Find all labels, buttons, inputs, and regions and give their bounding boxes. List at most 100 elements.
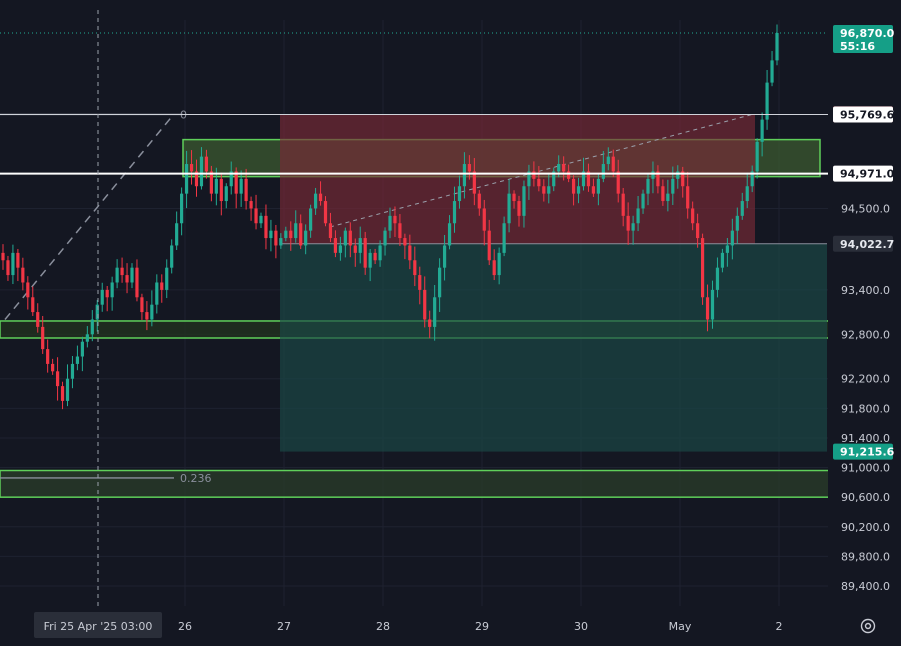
candle-body: [567, 171, 571, 179]
candle-body: [656, 171, 660, 187]
candle-body: [348, 230, 352, 246]
candle-body: [770, 60, 774, 83]
candle-body: [199, 156, 204, 187]
short-position-tool[interactable]: [280, 113, 827, 452]
candle-body: [433, 297, 437, 327]
candle-body: [403, 238, 407, 246]
chart-settings-icon[interactable]: [860, 618, 876, 634]
candle-body: [641, 193, 645, 209]
candle-body: [36, 312, 40, 327]
candle-body: [725, 245, 729, 253]
candle-body: [46, 349, 50, 364]
candle-body: [601, 164, 605, 179]
candle-body: [21, 267, 25, 283]
time-axis[interactable]: 26 27 28 29 30 May 2 Fri 25 Apr '25 03:00: [0, 606, 828, 646]
candle-body: [110, 282, 114, 298]
price-axis-badges: 96,870.055:1695,770.795,769.694,971.094,…: [833, 25, 895, 460]
y-tick-label: 91,800.0: [841, 402, 890, 415]
y-tick-label: 91,400.0: [841, 432, 890, 445]
position-risk-area[interactable]: [280, 114, 755, 244]
candle-body: [323, 201, 328, 224]
candle-body: [170, 245, 174, 268]
candle-body: [710, 289, 715, 320]
candle-body: [180, 193, 184, 224]
candle-body: [80, 341, 84, 357]
candle-body: [442, 245, 447, 268]
candle-body: [65, 378, 70, 401]
candle-body: [730, 230, 734, 246]
candle-body: [209, 171, 213, 194]
candle-body: [373, 252, 377, 261]
candle-body: [636, 208, 640, 224]
candle-body: [189, 164, 194, 172]
y-tick-label: 90,600.0: [841, 491, 890, 504]
position-path-line: [329, 113, 756, 228]
position-reward-area[interactable]: [280, 243, 827, 452]
x-tick-label: 27: [277, 620, 291, 633]
x-tick-label: 2: [776, 620, 783, 633]
candle-body: [343, 230, 347, 246]
candle-body: [160, 282, 164, 290]
candle-body: [26, 282, 30, 298]
candle-body: [294, 223, 298, 239]
price-badge-bg: [833, 443, 893, 460]
candle-body: [755, 141, 759, 172]
crosshair-time-label-bg: [34, 612, 162, 638]
candle-body: [259, 215, 263, 224]
candle-body: [244, 178, 248, 202]
candle-body: [681, 171, 685, 187]
candle-body: [125, 275, 129, 283]
candle-body: [557, 164, 561, 172]
candle-body: [467, 164, 471, 172]
candle-body: [165, 267, 169, 290]
candle-body: [686, 186, 690, 209]
candle-body: [666, 193, 670, 202]
candle-body: [527, 171, 531, 187]
candle-body: [408, 245, 412, 261]
candle-body: [175, 223, 179, 246]
price-badge-bg: [833, 25, 893, 53]
candle-body: [31, 297, 35, 313]
price-badge-bg: [833, 106, 893, 123]
candle-body: [95, 304, 99, 320]
y-tick-label: 89,400.0: [841, 580, 890, 593]
candle-body: [120, 267, 124, 276]
candle-body: [616, 171, 620, 194]
candle-body: [41, 326, 45, 350]
fib-0236-label: 0.236: [180, 472, 212, 485]
candle-body: [576, 186, 581, 194]
y-tick-label: 93,400.0: [841, 284, 890, 297]
candle-body: [289, 230, 293, 239]
crosshair-time-label: Fri 25 Apr '25 03:00: [44, 620, 153, 633]
candle-body: [457, 186, 462, 202]
candle-body: [581, 171, 586, 187]
y-tick-label: 89,800.0: [841, 550, 890, 563]
candle-body: [750, 171, 754, 187]
candle-body: [224, 186, 228, 202]
x-tick-label: 28: [376, 620, 390, 633]
price-badge-label: 96,870.0: [840, 27, 895, 40]
candle-body: [130, 267, 134, 283]
candle-body: [254, 208, 258, 224]
candle-body: [705, 297, 710, 320]
y-tick-label: 90,200.0: [841, 521, 890, 534]
candle-body: [358, 238, 362, 253]
candle-body: [105, 289, 109, 298]
price-badge-label: 94,022.7: [840, 238, 894, 251]
candle-body: [313, 193, 318, 209]
price-badge-label: 95,769.6: [840, 108, 895, 121]
candle-body: [274, 230, 278, 246]
candle-body: [85, 334, 89, 342]
candle-body: [249, 201, 253, 209]
candle-body: [150, 304, 154, 320]
candle-body: [90, 319, 94, 335]
candle-body: [447, 223, 452, 246]
candle-body: [740, 201, 744, 216]
candle-body: [309, 208, 313, 231]
price-axis[interactable]: 94,500.0 93,400.0 92,800.0 92,200.0 91,800.0…: [828, 0, 901, 646]
candle-body: [621, 193, 625, 216]
candle-body: [363, 238, 367, 268]
candle-body: [333, 238, 338, 253]
candle-body: [229, 171, 233, 187]
